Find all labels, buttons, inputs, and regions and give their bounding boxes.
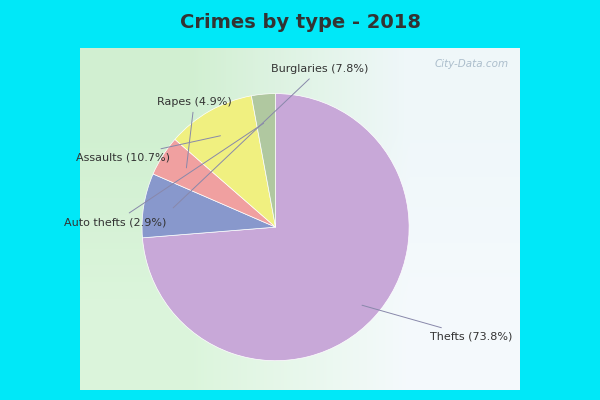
Text: Auto thefts (2.9%): Auto thefts (2.9%) — [64, 123, 263, 227]
Wedge shape — [251, 94, 275, 227]
Text: Rapes (4.9%): Rapes (4.9%) — [157, 97, 232, 168]
Text: Burglaries (7.8%): Burglaries (7.8%) — [173, 64, 368, 208]
Wedge shape — [153, 139, 275, 227]
Text: Assaults (10.7%): Assaults (10.7%) — [76, 136, 220, 162]
Text: Crimes by type - 2018: Crimes by type - 2018 — [179, 12, 421, 32]
Text: Thefts (73.8%): Thefts (73.8%) — [362, 305, 512, 341]
Wedge shape — [175, 96, 275, 227]
Wedge shape — [142, 94, 409, 361]
Text: City-Data.com: City-Data.com — [434, 59, 508, 69]
Wedge shape — [142, 174, 275, 238]
